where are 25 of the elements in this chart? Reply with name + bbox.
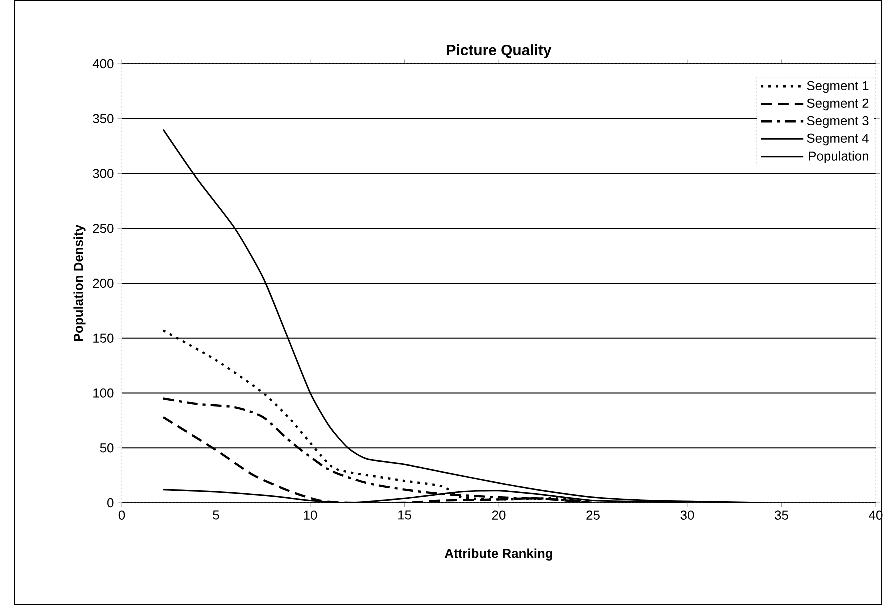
x-axis-title: Attribute Ranking: [445, 548, 552, 561]
y-tick-label: 200: [93, 278, 114, 288]
x-tick-label: 0: [118, 510, 126, 520]
legend-label: Segment 3: [807, 116, 869, 128]
y-tick-label: 100: [94, 388, 114, 398]
x-tick-label: 35: [775, 510, 788, 520]
y-axis-title: Population Density: [74, 224, 86, 342]
x-tick-label: 25: [586, 510, 600, 520]
legend-label: Segment 2: [807, 98, 869, 111]
x-tick-label: 5: [213, 510, 220, 520]
y-tick-label: 0: [108, 498, 114, 508]
x-tick-label: 20: [492, 510, 506, 520]
y-tick-label: 300: [93, 169, 114, 178]
y-tick-label: 150: [94, 334, 114, 343]
legend-label: Segment 4: [807, 134, 869, 146]
y-tick-label: 50: [100, 444, 114, 453]
y-tick-label: 350: [93, 114, 114, 124]
chart-title: Picture Quality: [447, 44, 552, 58]
x-tick-label: 30: [680, 510, 694, 520]
x-tick-label: 15: [398, 510, 412, 520]
y-tick-label: 400: [92, 59, 114, 69]
y-tick-label: 250: [93, 224, 114, 234]
x-tick-label: 10: [304, 510, 318, 520]
legend-label: Segment 1: [807, 81, 869, 94]
legend-label: Population: [809, 151, 868, 164]
